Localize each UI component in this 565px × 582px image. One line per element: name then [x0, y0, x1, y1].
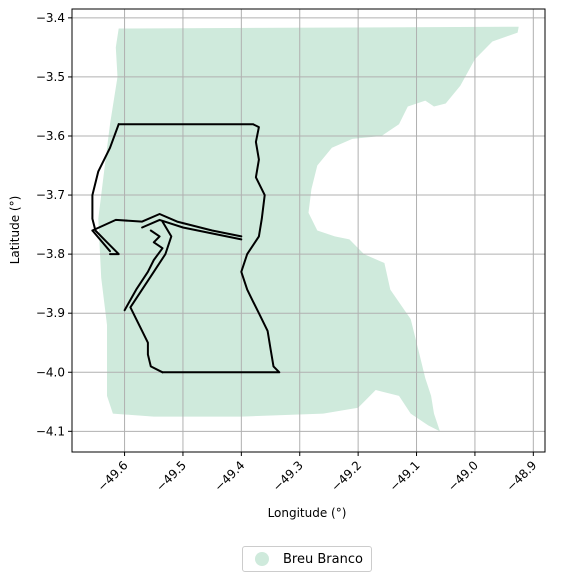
x-axis-label: Longitude (°) — [268, 506, 347, 520]
x-tick-label: −49.6 — [95, 458, 131, 494]
legend-label: Breu Branco — [283, 551, 363, 567]
boundary-line — [91, 213, 243, 238]
boundary-layer — [91, 123, 281, 374]
legend: Breu Branco — [242, 546, 372, 572]
plot-frame — [71, 8, 546, 453]
x-tick-label: −49.4 — [212, 458, 248, 494]
boundary-line — [123, 229, 164, 312]
region-breu-branco — [98, 26, 519, 435]
x-axis-ticks: −49.6 −49.5 −49.4 −49.3 −49.2 −49.1 −49.0 −48.9 — [95, 452, 540, 494]
y-tick-label: −3.5 — [36, 70, 65, 84]
grid-lines — [72, 9, 545, 452]
x-tick-label: −49.1 — [387, 458, 423, 494]
y-tick-label: −3.9 — [36, 306, 65, 320]
boundary-line — [129, 220, 173, 374]
x-tick-label: −48.9 — [504, 458, 540, 494]
boundary-line — [141, 218, 243, 241]
y-tick-label: −4.1 — [36, 424, 65, 438]
legend-marker-icon — [255, 552, 269, 566]
boundary-line — [117, 123, 281, 374]
x-tick-label: −49.2 — [328, 458, 364, 494]
y-tick-label: −3.6 — [36, 129, 65, 143]
y-tick-label: −4.0 — [36, 365, 65, 379]
y-tick-label: −3.4 — [36, 11, 65, 25]
y-tick-label: −3.7 — [36, 188, 65, 202]
x-tick-label: −49.5 — [153, 458, 189, 494]
y-axis-ticks: −3.4 −3.5 −3.6 −3.7 −3.8 −3.9 −4.0 −4.1 — [36, 11, 72, 438]
boundary-line — [91, 123, 120, 256]
x-tick-label: −49.0 — [445, 458, 481, 494]
region-layer — [98, 26, 519, 435]
y-tick-label: −3.8 — [36, 247, 65, 261]
y-axis-label: Latitude (°) — [8, 196, 22, 265]
boundary-line — [91, 229, 111, 253]
x-tick-label: −49.3 — [270, 458, 306, 494]
